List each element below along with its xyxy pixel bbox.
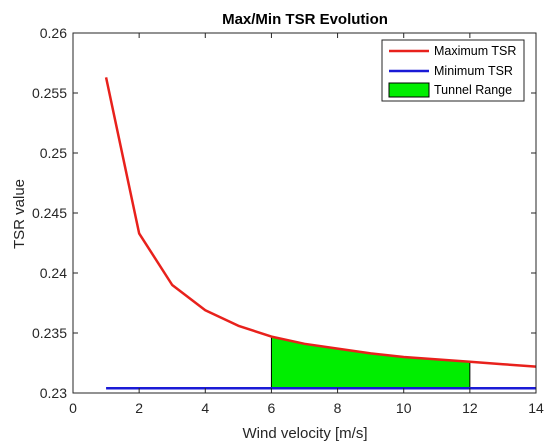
y-tick-label: 0.24 [40,265,67,281]
legend: Maximum TSR Minimum TSR Tunnel Range [381,39,525,102]
x-tick-label: 10 [396,400,412,416]
y-axis-label: TSR value [11,179,28,249]
y-tick-label: 0.26 [40,25,67,41]
legend-label-tunnel-range: Tunnel Range [434,83,512,97]
y-tick-label: 0.25 [40,145,67,161]
legend-label-minimum-tsr: Minimum TSR [434,64,513,78]
y-tick-label: 0.235 [32,325,67,341]
x-axis-ticks: 0 2 4 6 8 10 12 14 [69,33,544,416]
y-tick-label: 0.245 [32,205,67,221]
maximum-tsr-line [104,77,537,368]
legend-swatch-tunnel-range [388,82,430,98]
y-axis-ticks: 0.23 0.235 0.24 0.245 0.25 0.255 0.26 [32,25,536,401]
x-tick-label: 4 [201,400,209,416]
x-tick-label: 12 [462,400,478,416]
y-tick-label: 0.255 [32,85,67,101]
legend-label-maximum-tsr: Maximum TSR [434,44,516,58]
series-layer [104,77,537,390]
x-tick-label: 14 [528,400,544,416]
y-tick-label: 0.23 [40,385,67,401]
x-tick-label: 2 [135,400,143,416]
chart-title: Max/Min TSR Evolution [222,11,388,28]
x-axis-label: Wind velocity [m/s] [242,425,367,442]
x-tick-label: 8 [334,400,342,416]
x-tick-label: 0 [69,400,77,416]
x-tick-label: 6 [268,400,276,416]
